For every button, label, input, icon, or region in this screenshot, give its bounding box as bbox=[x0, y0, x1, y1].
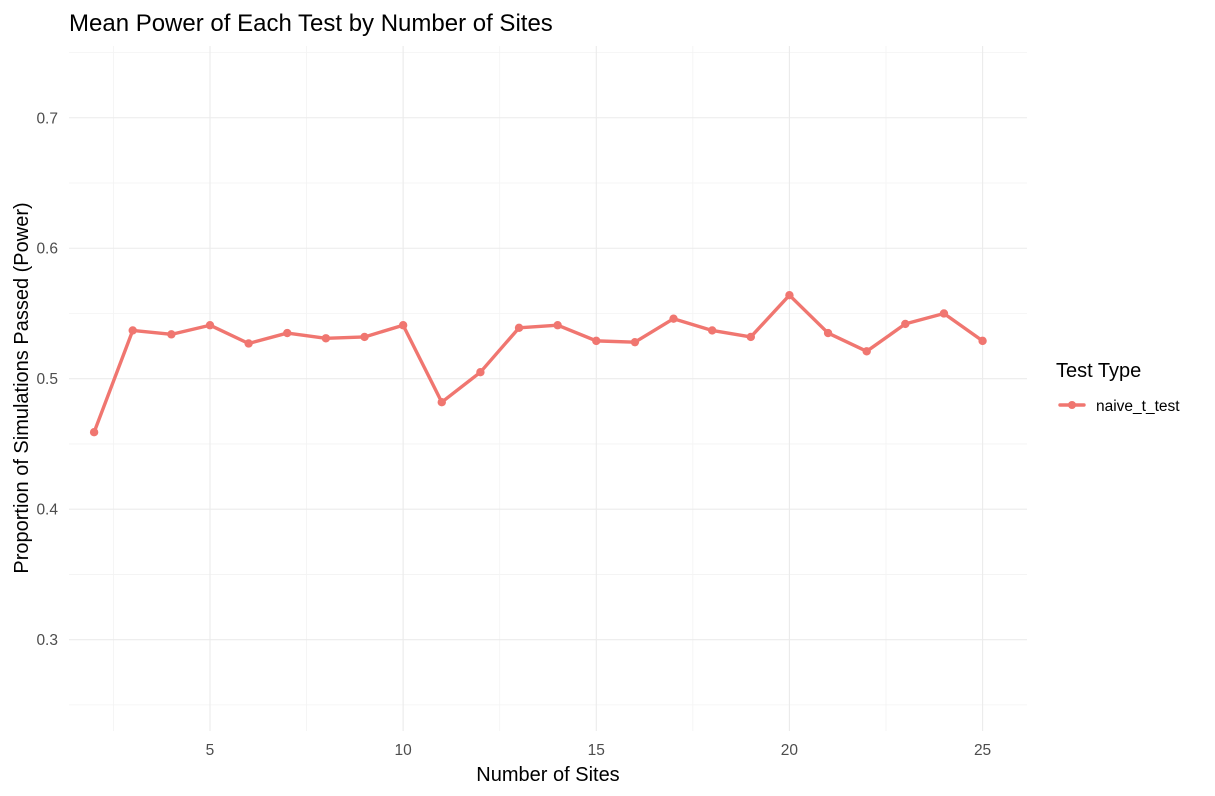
data-point bbox=[553, 321, 562, 330]
data-point bbox=[205, 321, 215, 330]
data-point bbox=[707, 326, 717, 335]
y-tick-label: 0.7 bbox=[36, 110, 58, 127]
y-tick-label: 0.3 bbox=[36, 632, 58, 649]
data-point bbox=[746, 332, 756, 342]
chart-title: Mean Power of Each Test by Number of Sit… bbox=[69, 10, 553, 37]
x-tick-label: 20 bbox=[781, 742, 799, 759]
x-axis-ticks: 5 10 15 20 25 bbox=[206, 742, 992, 759]
series-layer bbox=[89, 291, 987, 437]
data-point bbox=[283, 328, 292, 338]
legend-title: Test Type bbox=[1056, 360, 1141, 382]
data-point bbox=[630, 337, 640, 347]
x-tick-label: 15 bbox=[588, 742, 605, 759]
data-point bbox=[514, 323, 524, 333]
y-tick-label: 0.6 bbox=[36, 241, 58, 258]
y-tick-label: 0.4 bbox=[36, 502, 58, 519]
data-point bbox=[437, 398, 446, 407]
x-axis-title: Number of Sites bbox=[476, 764, 619, 786]
legend-label-naive-t-test: naive_t_test bbox=[1096, 398, 1180, 415]
data-point bbox=[785, 291, 794, 300]
data-point bbox=[939, 309, 949, 318]
minor-gridlines bbox=[69, 46, 1027, 731]
data-point bbox=[321, 334, 331, 343]
legend: Test Type naive_t_test bbox=[1056, 360, 1180, 415]
data-point bbox=[128, 326, 137, 335]
data-point bbox=[89, 428, 99, 437]
data-point bbox=[476, 367, 485, 377]
data-point bbox=[360, 332, 369, 342]
legend-key-point bbox=[1068, 401, 1076, 409]
data-point bbox=[978, 336, 987, 346]
x-tick-label: 5 bbox=[206, 742, 215, 759]
data-point bbox=[823, 328, 833, 338]
data-point bbox=[901, 319, 910, 329]
data-point bbox=[398, 321, 408, 330]
data-point bbox=[592, 336, 601, 346]
y-axis-title: Proportion of Simulations Passed (Power) bbox=[11, 202, 33, 573]
data-point bbox=[244, 339, 253, 348]
y-axis-ticks: 0.3 0.4 0.5 0.6 0.7 bbox=[36, 110, 58, 649]
data-point bbox=[669, 314, 678, 323]
x-tick-label: 25 bbox=[974, 742, 991, 759]
data-point bbox=[862, 347, 871, 356]
y-tick-label: 0.5 bbox=[36, 371, 58, 388]
data-point bbox=[167, 330, 176, 339]
x-tick-label: 10 bbox=[395, 742, 413, 759]
series-line-naive-t-test bbox=[92, 293, 985, 434]
major-gridlines bbox=[69, 46, 1027, 731]
